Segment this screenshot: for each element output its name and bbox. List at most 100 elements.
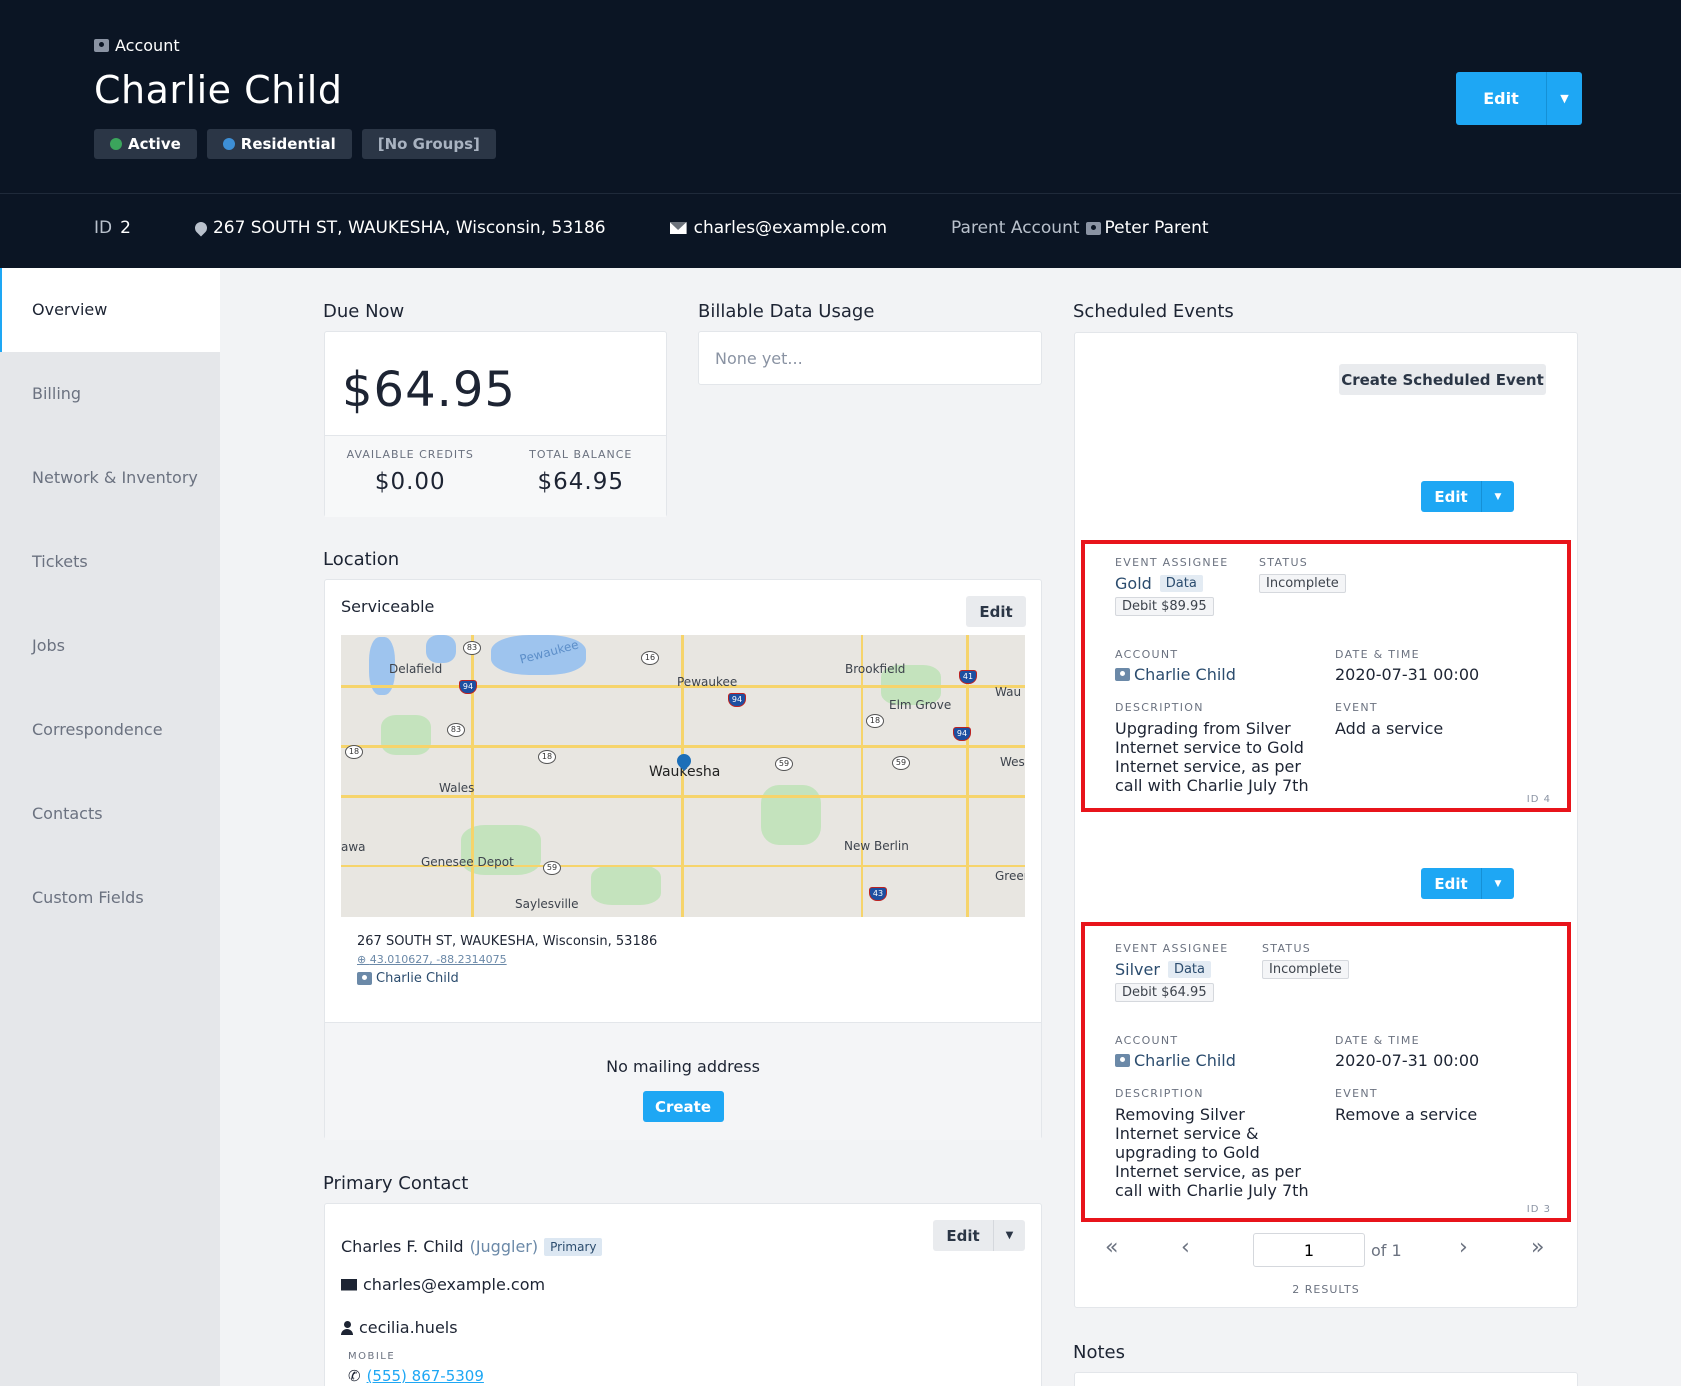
account-header: Account Charlie Child Active Residential…: [0, 0, 1681, 268]
location-owner[interactable]: Charlie Child: [357, 971, 1009, 986]
contact-phone[interactable]: (555) 867-5309: [366, 1367, 484, 1385]
account-info-bar: ID 2 267 SOUTH ST, WAUKESHA, Wisconsin, …: [94, 218, 1209, 238]
sidebar-item-correspondence[interactable]: Correspondence: [32, 720, 163, 739]
sidebar-item-custom-fields[interactable]: Custom Fields: [32, 888, 144, 907]
location-address: 267 SOUTH ST, WAUKESHA, Wisconsin, 53186: [357, 934, 658, 949]
location-coordinates[interactable]: ⊕ 43.010627, -88.2314075: [357, 953, 507, 966]
email-icon: [341, 1278, 357, 1291]
primary-contact-title: Primary Contact: [323, 1173, 469, 1194]
location-title: Location: [323, 549, 400, 570]
edit-contact-button[interactable]: Edit: [933, 1220, 993, 1251]
events-pagination: « ‹ of 1 › »: [1075, 1233, 1577, 1273]
contact-name-row: Charles F. Child (Juggler) Primary: [341, 1237, 603, 1256]
location-pin-icon: [192, 219, 210, 237]
id-value: 2: [120, 218, 131, 238]
header-edit-group: Edit ▼: [1456, 72, 1582, 125]
event-id: ID 3: [1526, 1204, 1551, 1215]
next-page-icon[interactable]: ›: [1459, 1235, 1468, 1260]
account-icon: [1115, 668, 1130, 681]
account-icon: [357, 972, 372, 985]
due-amount: $64.95: [342, 362, 516, 418]
prev-page-icon[interactable]: ‹: [1181, 1235, 1190, 1260]
due-now-title: Due Now: [323, 301, 405, 322]
location-map[interactable]: 83 94 16 94 41 94 18 83 18 18 59 59 59 4…: [341, 635, 1025, 917]
contact-email[interactable]: charles@example.com: [363, 1275, 546, 1294]
contact-email-row: charles@example.com: [341, 1275, 545, 1294]
assignee-tag: Data: [1167, 961, 1211, 978]
edit-event-button[interactable]: Edit: [1421, 481, 1481, 512]
scheduled-event-card: EVENT ASSIGNEE STATUS Silver Data Debit $…: [1081, 922, 1571, 1222]
scheduled-events-title: Scheduled Events: [1073, 301, 1234, 322]
event-datetime-label: DATE & TIME: [1335, 1034, 1420, 1047]
email-icon: [669, 222, 687, 234]
edit-account-button[interactable]: Edit: [1456, 72, 1546, 125]
contact-username: cecilia.huels: [359, 1318, 458, 1337]
map-highway-shield: 18: [538, 750, 556, 764]
create-mailing-button[interactable]: Create: [642, 1091, 724, 1122]
map-interstate-shield: 43: [869, 887, 887, 901]
event-status-label: STATUS: [1259, 556, 1309, 569]
contact-dropdown-chevron-icon[interactable]: ▼: [993, 1220, 1025, 1251]
map-lake: [491, 635, 586, 675]
id-label: ID: [94, 218, 113, 238]
due-now-card: $64.95 AVAILABLE CREDITS $0.00 TOTAL BAL…: [324, 331, 667, 517]
map-lake: [426, 635, 456, 663]
sidebar-item-network-inventory[interactable]: Network & Inventory: [32, 468, 198, 487]
header-divider: [0, 193, 1681, 194]
primary-contact-card: Charles F. Child (Juggler) Primary Edit …: [324, 1203, 1042, 1386]
parent-account-link[interactable]: Peter Parent: [1104, 218, 1209, 238]
map-road: [861, 635, 863, 917]
map-label: New Berlin: [844, 839, 909, 853]
map-highway-shield: 83: [463, 641, 481, 655]
event-account[interactable]: Charlie Child: [1115, 1051, 1236, 1070]
parent-account-label: Parent Account: [951, 218, 1080, 238]
contact-phone-row: ✆ (555) 867-5309: [348, 1367, 484, 1385]
page-number-input[interactable]: [1253, 1233, 1365, 1267]
contact-role: (Juggler): [469, 1237, 539, 1256]
mobile-label: MOBILE: [348, 1351, 396, 1362]
sidebar-item-jobs[interactable]: Jobs: [32, 636, 65, 655]
event-type-label: EVENT: [1335, 701, 1378, 714]
map-highway-shield: 18: [866, 714, 884, 728]
page-title: Charlie Child: [94, 68, 343, 112]
create-scheduled-event-button[interactable]: Create Scheduled Event: [1339, 364, 1546, 395]
edit-location-button[interactable]: Edit: [966, 596, 1026, 627]
event-dropdown-chevron-icon[interactable]: ▼: [1481, 481, 1514, 512]
available-credits: AVAILABLE CREDITS $0.00: [325, 448, 496, 495]
map-label: Brookfield: [845, 662, 906, 676]
event-edit-group: Edit ▼: [1421, 868, 1514, 899]
event-debit: Debit $64.95: [1115, 983, 1214, 1002]
map-label: Elm Grove: [889, 698, 952, 712]
map-park: [591, 865, 661, 905]
map-park: [761, 785, 821, 845]
event-assignee-label: EVENT ASSIGNEE: [1115, 942, 1229, 955]
event-assignee[interactable]: Silver Data: [1115, 960, 1211, 979]
edit-event-button[interactable]: Edit: [1421, 868, 1481, 899]
header-email[interactable]: charles@example.com: [693, 218, 888, 238]
event-assignee[interactable]: Gold Data: [1115, 574, 1203, 593]
event-status-badge: Incomplete: [1259, 574, 1346, 593]
page-of-total: of 1: [1371, 1241, 1402, 1260]
map-label: Wales: [439, 781, 475, 795]
sidebar-item-overview[interactable]: Overview: [0, 268, 220, 352]
event-dropdown-chevron-icon[interactable]: ▼: [1481, 868, 1514, 899]
contact-name[interactable]: Charles F. Child: [341, 1237, 464, 1256]
due-footer: AVAILABLE CREDITS $0.00 TOTAL BALANCE $6…: [325, 435, 666, 517]
sidebar-item-billing[interactable]: Billing: [32, 384, 82, 403]
last-page-icon[interactable]: »: [1531, 1235, 1545, 1260]
event-id: ID 4: [1526, 794, 1551, 805]
event-description: Upgrading from Silver Internet service t…: [1115, 719, 1309, 795]
sidebar-item-contacts[interactable]: Contacts: [32, 804, 103, 823]
header-address: 267 SOUTH ST, WAUKESHA, Wisconsin, 53186: [212, 218, 606, 238]
status-badge-active: Active: [94, 129, 197, 159]
account-icon: [94, 39, 109, 52]
event-debit: Debit $89.95: [1115, 597, 1214, 616]
map-highway-shield: 59: [892, 756, 910, 770]
user-icon: [341, 1320, 353, 1335]
edit-dropdown-chevron-icon[interactable]: ▼: [1546, 72, 1582, 125]
map-road: [471, 635, 474, 917]
event-account[interactable]: Charlie Child: [1115, 665, 1236, 684]
sidebar-item-tickets[interactable]: Tickets: [32, 552, 88, 571]
breadcrumb[interactable]: Account: [94, 36, 180, 55]
first-page-icon[interactable]: «: [1105, 1235, 1119, 1260]
